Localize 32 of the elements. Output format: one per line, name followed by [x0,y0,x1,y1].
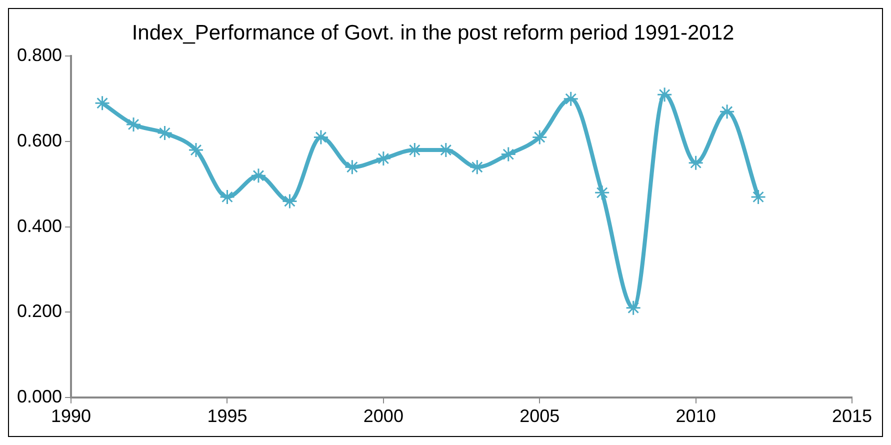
y-tick-label: 0.400 [16,216,62,236]
y-tick-label: 0.600 [16,130,62,150]
point [594,184,610,200]
point [688,155,704,171]
point [563,91,579,107]
point [344,159,360,175]
point [626,300,642,316]
point [469,159,485,175]
point [188,142,204,158]
chart-title: Index_Performance of Govt. in the post reform period 1991-2012 [132,21,734,44]
y-tick-label: 0.200 [16,301,62,322]
point [94,95,110,111]
x-tick-label: 1990 [51,406,92,426]
x-tick-label: 2000 [363,406,404,426]
x-tick-label: 2015 [832,406,872,426]
x-tick-label: 2005 [520,406,560,426]
point [500,146,516,162]
point [219,189,235,205]
point [656,86,672,102]
point [750,189,766,205]
point [376,150,392,166]
point [313,129,329,145]
point [250,168,266,184]
point [282,193,298,209]
x-tick-label: 1995 [207,406,248,426]
point [719,104,735,120]
y-tick-label: 0.000 [16,386,62,406]
point [532,129,548,145]
point [157,125,173,141]
point [126,116,142,132]
x-tick-label: 2010 [676,406,716,426]
y-tick-label: 0.800 [16,45,62,66]
